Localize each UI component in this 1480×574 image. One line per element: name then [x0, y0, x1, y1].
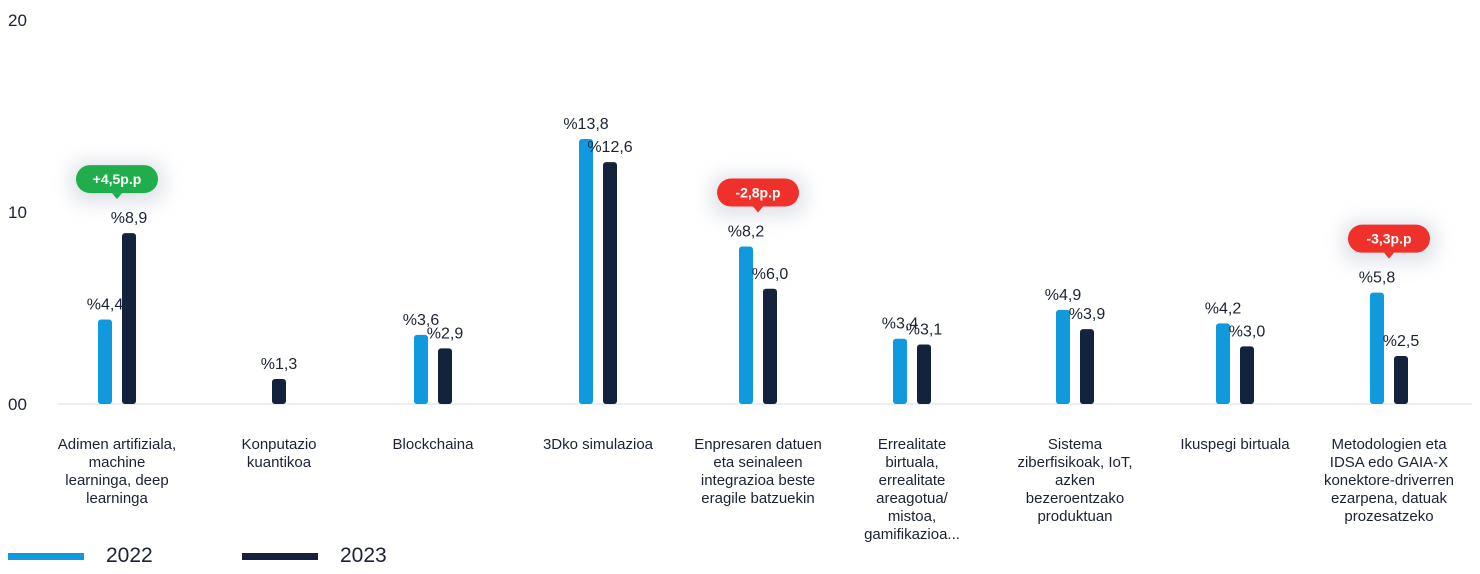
legend-label-2023: 2023	[340, 544, 387, 567]
data-label: %12,6	[587, 139, 632, 156]
data-label: %3,4	[882, 316, 919, 333]
data-label: %3,1	[906, 321, 943, 338]
badge-pointer	[753, 206, 763, 213]
data-label: %8,2	[728, 224, 765, 241]
bar-2022	[579, 139, 593, 405]
data-label: %13,8	[563, 116, 608, 133]
category-label: 3Dko simulazioa	[542, 436, 654, 453]
bar-2023	[1240, 346, 1254, 404]
data-label: %4,2	[1205, 300, 1242, 317]
bar-2023	[122, 233, 136, 404]
legend-item-2022: 2022	[8, 544, 153, 568]
bar-2023	[1394, 356, 1408, 404]
bar-2022	[1216, 323, 1230, 404]
data-label: %2,5	[1383, 333, 1420, 350]
data-label: %3,6	[403, 312, 440, 329]
y-tick-label: 00	[8, 395, 27, 414]
bar-2022	[739, 246, 753, 404]
badge-label: -2,8p.p	[735, 185, 780, 201]
y-tick-label: 10	[8, 203, 27, 222]
legend-item-2023: 2023	[242, 544, 387, 568]
change-badge: -2,8p.p	[717, 178, 799, 213]
category-label: Konputazio kuantikoa	[241, 436, 317, 471]
change-badge: +4,5p.p	[76, 165, 158, 200]
badge-pill	[76, 165, 158, 194]
data-label: %4,9	[1045, 287, 1082, 304]
bar-2022	[414, 334, 428, 404]
bar-2023	[272, 379, 286, 404]
data-label: %5,8	[1359, 270, 1396, 287]
data-label: %6,0	[752, 266, 789, 283]
legend-swatch-2022	[8, 552, 84, 560]
category-label: Errealitate birtuala, errealitate areago…	[864, 436, 960, 543]
data-label: %3,9	[1069, 306, 1106, 323]
bar-2023	[763, 288, 777, 404]
y-axis: 20 10 00	[8, 11, 1472, 414]
bar-2022	[1370, 292, 1384, 404]
bars	[98, 139, 1408, 405]
category-label: Adimen artifiziala, machine learninga, d…	[57, 436, 177, 507]
data-label: %4,4	[87, 297, 124, 314]
data-label: %2,9	[427, 325, 464, 342]
badge-glows	[70, 161, 1436, 263]
change-badges: +4,5p.p -2,8p.p -3,3p.p	[76, 165, 1430, 259]
category-label: Ikuspegi birtuala	[1180, 436, 1290, 453]
bar-2023	[438, 348, 452, 404]
category-label: Metodologien eta IDSA edo GAIA-X konekto…	[1323, 436, 1455, 525]
data-labels: %4,4 %3,6 %13,8 %8,2 %3,4 %4,9 %4,2 %5,8 %8,9 %1,…	[87, 116, 1420, 373]
badge-label: +4,5p.p	[93, 171, 142, 187]
category-label: Sistema ziberfisikoak, IoT, azken bezero…	[1017, 436, 1133, 525]
legend-swatch-2023	[242, 552, 318, 560]
y-tick-label: 20	[8, 11, 27, 30]
bar-2022	[1056, 309, 1070, 404]
category-label: Blockchaina	[392, 436, 474, 453]
data-label: %3,0	[1229, 323, 1266, 340]
badge-pill	[1348, 224, 1430, 253]
badge-label: -3,3p.p	[1366, 231, 1411, 247]
data-label: %1,3	[261, 356, 298, 373]
bar-2023	[1080, 329, 1094, 404]
bar-2023	[603, 162, 617, 404]
category-label: Enpresaren datuen eta seinaleen integraz…	[694, 436, 822, 507]
badge-pointer	[1384, 252, 1394, 259]
data-label: %8,9	[111, 210, 148, 227]
badge-pill	[717, 178, 799, 207]
change-badge: -3,3p.p	[1348, 224, 1430, 259]
bar-2022	[893, 338, 907, 404]
legend-label-2022: 2022	[106, 544, 153, 567]
bar-2023	[917, 344, 931, 404]
badge-pointer	[112, 193, 122, 200]
bar-2022	[98, 319, 112, 404]
